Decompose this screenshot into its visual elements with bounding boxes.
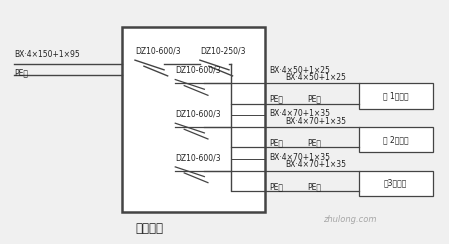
Text: PE线: PE线 bbox=[269, 182, 283, 191]
Text: PE线: PE线 bbox=[307, 139, 321, 147]
Text: BX·4×50+1×25: BX·4×50+1×25 bbox=[285, 73, 346, 82]
Text: BX·4×150+1×95: BX·4×150+1×95 bbox=[14, 50, 80, 59]
Bar bbox=[359, 83, 433, 109]
Text: DZ10-250/3: DZ10-250/3 bbox=[200, 46, 246, 55]
Text: BX·4×70+1×35: BX·4×70+1×35 bbox=[285, 117, 346, 126]
Text: DZ10-600/3: DZ10-600/3 bbox=[175, 109, 221, 118]
Text: PE线: PE线 bbox=[307, 95, 321, 104]
Text: DZ10-600/3: DZ10-600/3 bbox=[135, 46, 180, 55]
Text: 总配电箱: 总配电箱 bbox=[135, 222, 163, 235]
Text: 至 1号分箱: 至 1号分箱 bbox=[383, 92, 409, 101]
Text: PE线: PE线 bbox=[269, 95, 283, 104]
Bar bbox=[359, 127, 433, 152]
Text: BX·4×70+1×35: BX·4×70+1×35 bbox=[285, 160, 346, 169]
Text: DZ10-600/3: DZ10-600/3 bbox=[175, 66, 221, 75]
Text: 至 2号分箱: 至 2号分箱 bbox=[383, 135, 409, 144]
Text: PE线: PE线 bbox=[269, 139, 283, 147]
Text: PE线: PE线 bbox=[307, 182, 321, 191]
Text: zhulong.com: zhulong.com bbox=[323, 214, 377, 224]
Bar bbox=[359, 171, 433, 196]
Text: PE线: PE线 bbox=[14, 68, 28, 77]
Text: DZ10-600/3: DZ10-600/3 bbox=[175, 153, 221, 162]
Bar bbox=[122, 27, 265, 212]
Text: 至3号分箱: 至3号分箱 bbox=[384, 179, 407, 188]
Text: BX·4×70+1×35: BX·4×70+1×35 bbox=[269, 109, 330, 118]
Text: BX·4×70+1×35: BX·4×70+1×35 bbox=[269, 153, 330, 162]
Text: BX·4×50+1×25: BX·4×50+1×25 bbox=[269, 66, 330, 75]
